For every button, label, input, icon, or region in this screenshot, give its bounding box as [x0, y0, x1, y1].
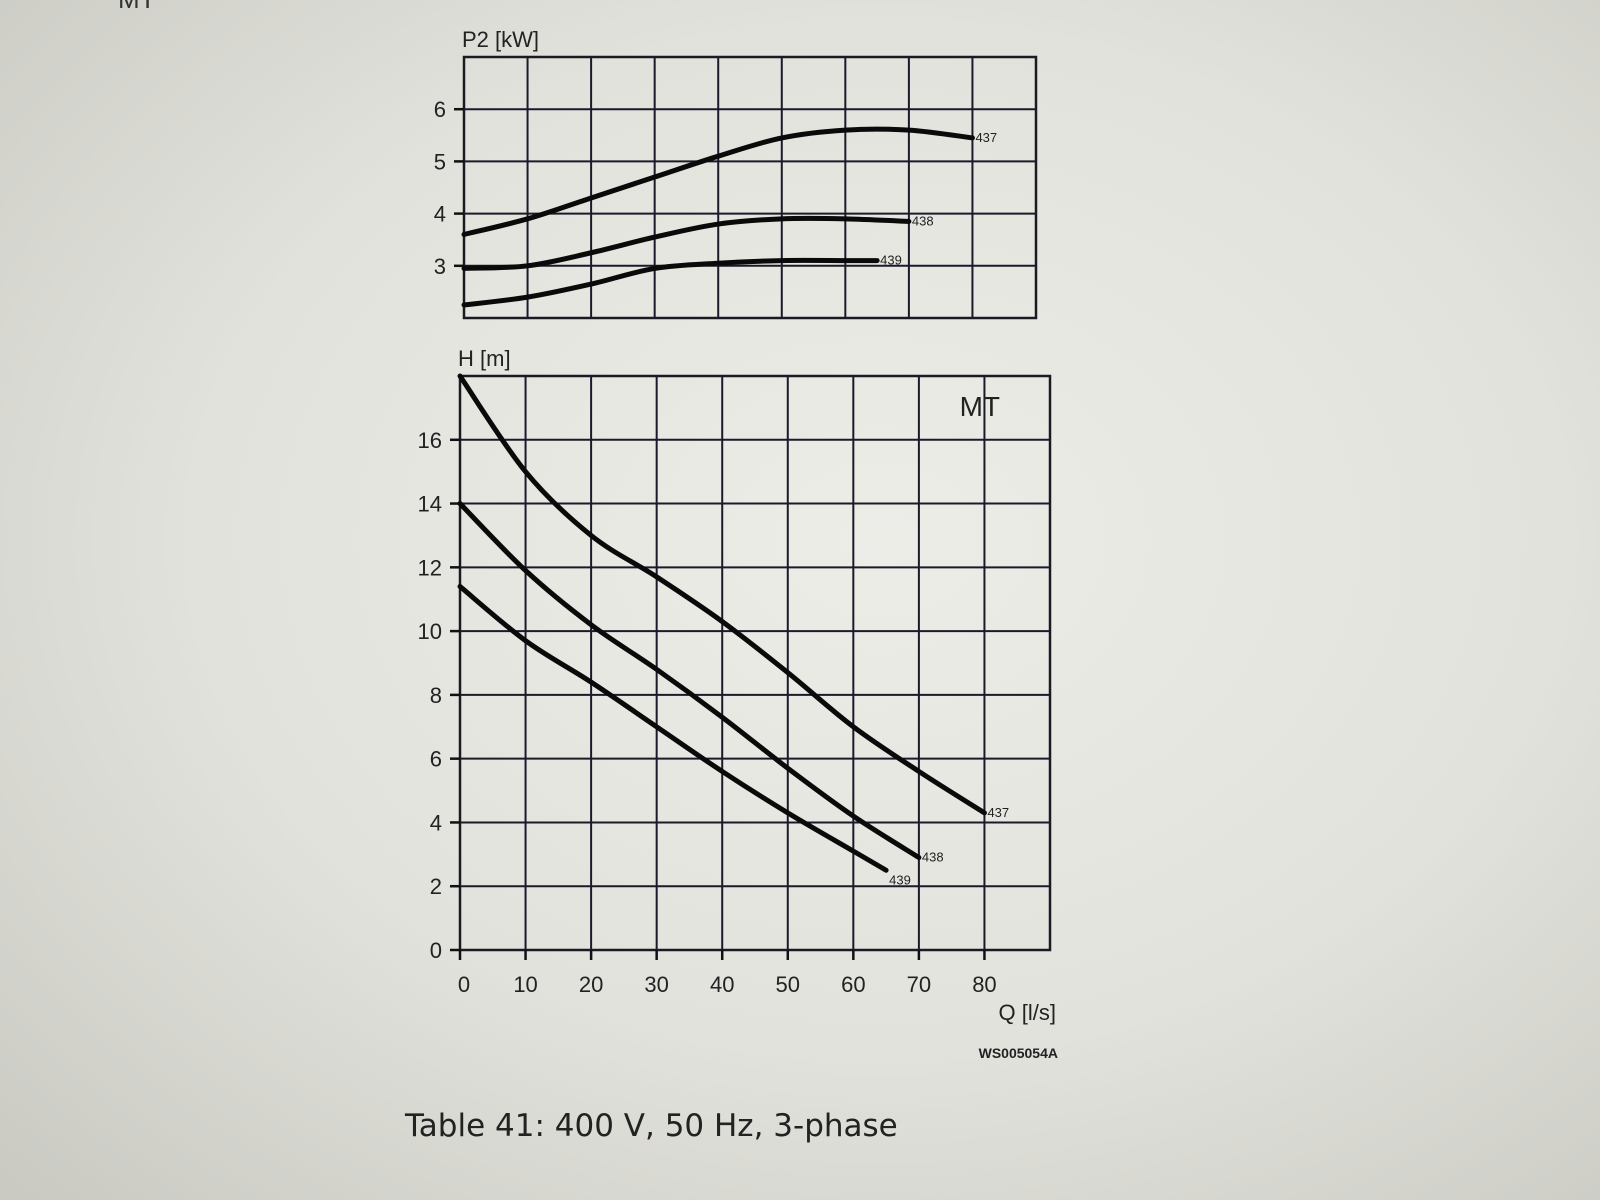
head-chart: 0 2 4 6 8 10 12 14 16 0 10 20 30 40 50 60 70 80 437 438 439 H…: [418, 346, 1058, 1061]
y-tick-label: 16: [418, 428, 442, 453]
curve-label-439: 439: [880, 253, 902, 268]
curve-label-438: 438: [912, 213, 934, 228]
y-tick-label: 10: [418, 619, 442, 644]
y-axis-label: P2 [kW]: [462, 27, 539, 52]
x-axis-label: Q [l/s]: [999, 1000, 1056, 1025]
table-caption: Table 41: 400 V, 50 Hz, 3-phase: [405, 1108, 898, 1144]
y-tick-label: 8: [430, 683, 442, 708]
curve-438: [461, 215, 912, 271]
y-tick-label: 12: [418, 555, 442, 580]
y-tick-label: 4: [430, 810, 442, 835]
x-tick-label: 40: [710, 972, 734, 997]
curve-437: [457, 373, 987, 816]
curve-437: [461, 126, 975, 237]
x-tick-label: 70: [907, 972, 931, 997]
y-tick-label: 14: [418, 492, 442, 517]
x-tick-label: 10: [513, 972, 537, 997]
y-tick-label: 3: [434, 254, 446, 279]
drawing-code: WS005054A: [979, 1045, 1058, 1061]
plot-frame: [458, 374, 1052, 952]
x-tick-label: 0: [458, 972, 470, 997]
curve-label-439: 439: [889, 872, 911, 887]
x-tick-label: 50: [776, 972, 800, 997]
curve-label-437: 437: [975, 130, 997, 145]
chart-title: MT: [960, 391, 1000, 422]
power-chart: 3 4 5 6 437 438 439 P2 [kW]: [434, 27, 1038, 320]
curve-438: [457, 501, 922, 861]
plot-frame: [462, 55, 1038, 320]
x-tick-label: 80: [972, 972, 996, 997]
y-tick-label: 2: [430, 874, 442, 899]
y-tick-label: 0: [430, 938, 442, 963]
curve-439: [461, 257, 880, 308]
curve-label-437: 437: [987, 805, 1009, 820]
x-tick-label: 20: [579, 972, 603, 997]
y-tick-label: 6: [434, 97, 446, 122]
y-tick-label: 4: [434, 202, 446, 227]
cut-off-heading: MT: [118, 0, 156, 15]
y-tick-label: 5: [434, 149, 446, 174]
x-tick-label: 30: [644, 972, 668, 997]
y-tick-label: 6: [430, 747, 442, 772]
y-axis-label: H [m]: [458, 346, 511, 371]
x-tick-label: 60: [841, 972, 865, 997]
curve-label-438: 438: [922, 850, 944, 865]
curve-439: [457, 583, 889, 873]
